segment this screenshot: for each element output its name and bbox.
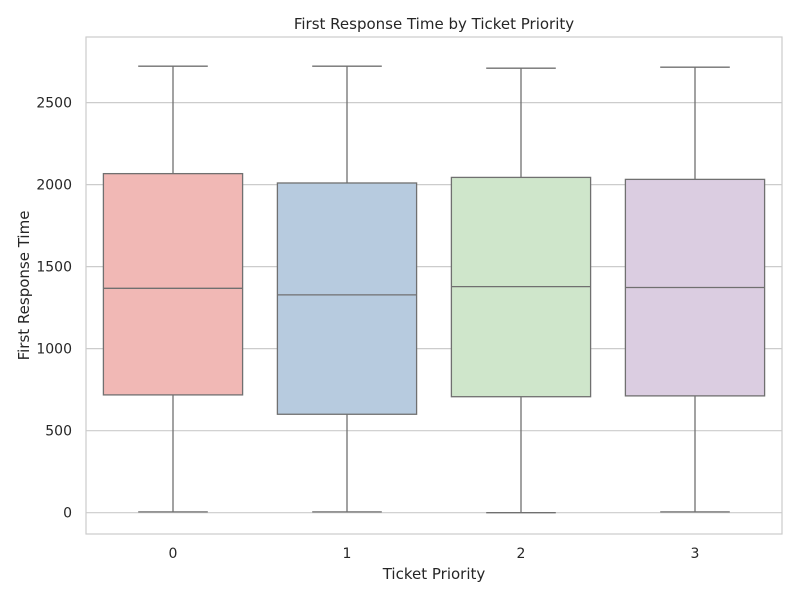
x-tick-label: 1 [343,546,352,562]
iqr-box [276,182,418,415]
box-series [102,65,766,514]
x-tick-label: 0 [169,546,178,562]
y-tick-label: 500 [45,424,72,440]
y-axis-ticks: 0 500 1000 1500 2000 2500 [36,96,72,522]
box-group-2 [450,67,592,514]
x-tick-label: 2 [517,546,526,562]
y-tick-label: 2000 [36,178,72,194]
x-axis-label: Ticket Priority [382,565,486,583]
box-group-3 [624,66,766,513]
box-group-0 [102,65,244,513]
box-group-1 [276,65,418,513]
chart-title: First Response Time by Ticket Priority [294,15,574,33]
y-tick-label: 0 [63,506,72,522]
x-tick-label: 3 [691,546,700,562]
x-axis-ticks: 0 1 2 3 [169,546,700,562]
y-tick-label: 1500 [36,260,72,276]
y-axis-label: First Response Time [15,211,33,361]
y-tick-label: 1000 [36,342,72,358]
iqr-box [102,172,244,396]
y-tick-label: 2500 [36,96,72,112]
plot-frame [85,36,783,535]
